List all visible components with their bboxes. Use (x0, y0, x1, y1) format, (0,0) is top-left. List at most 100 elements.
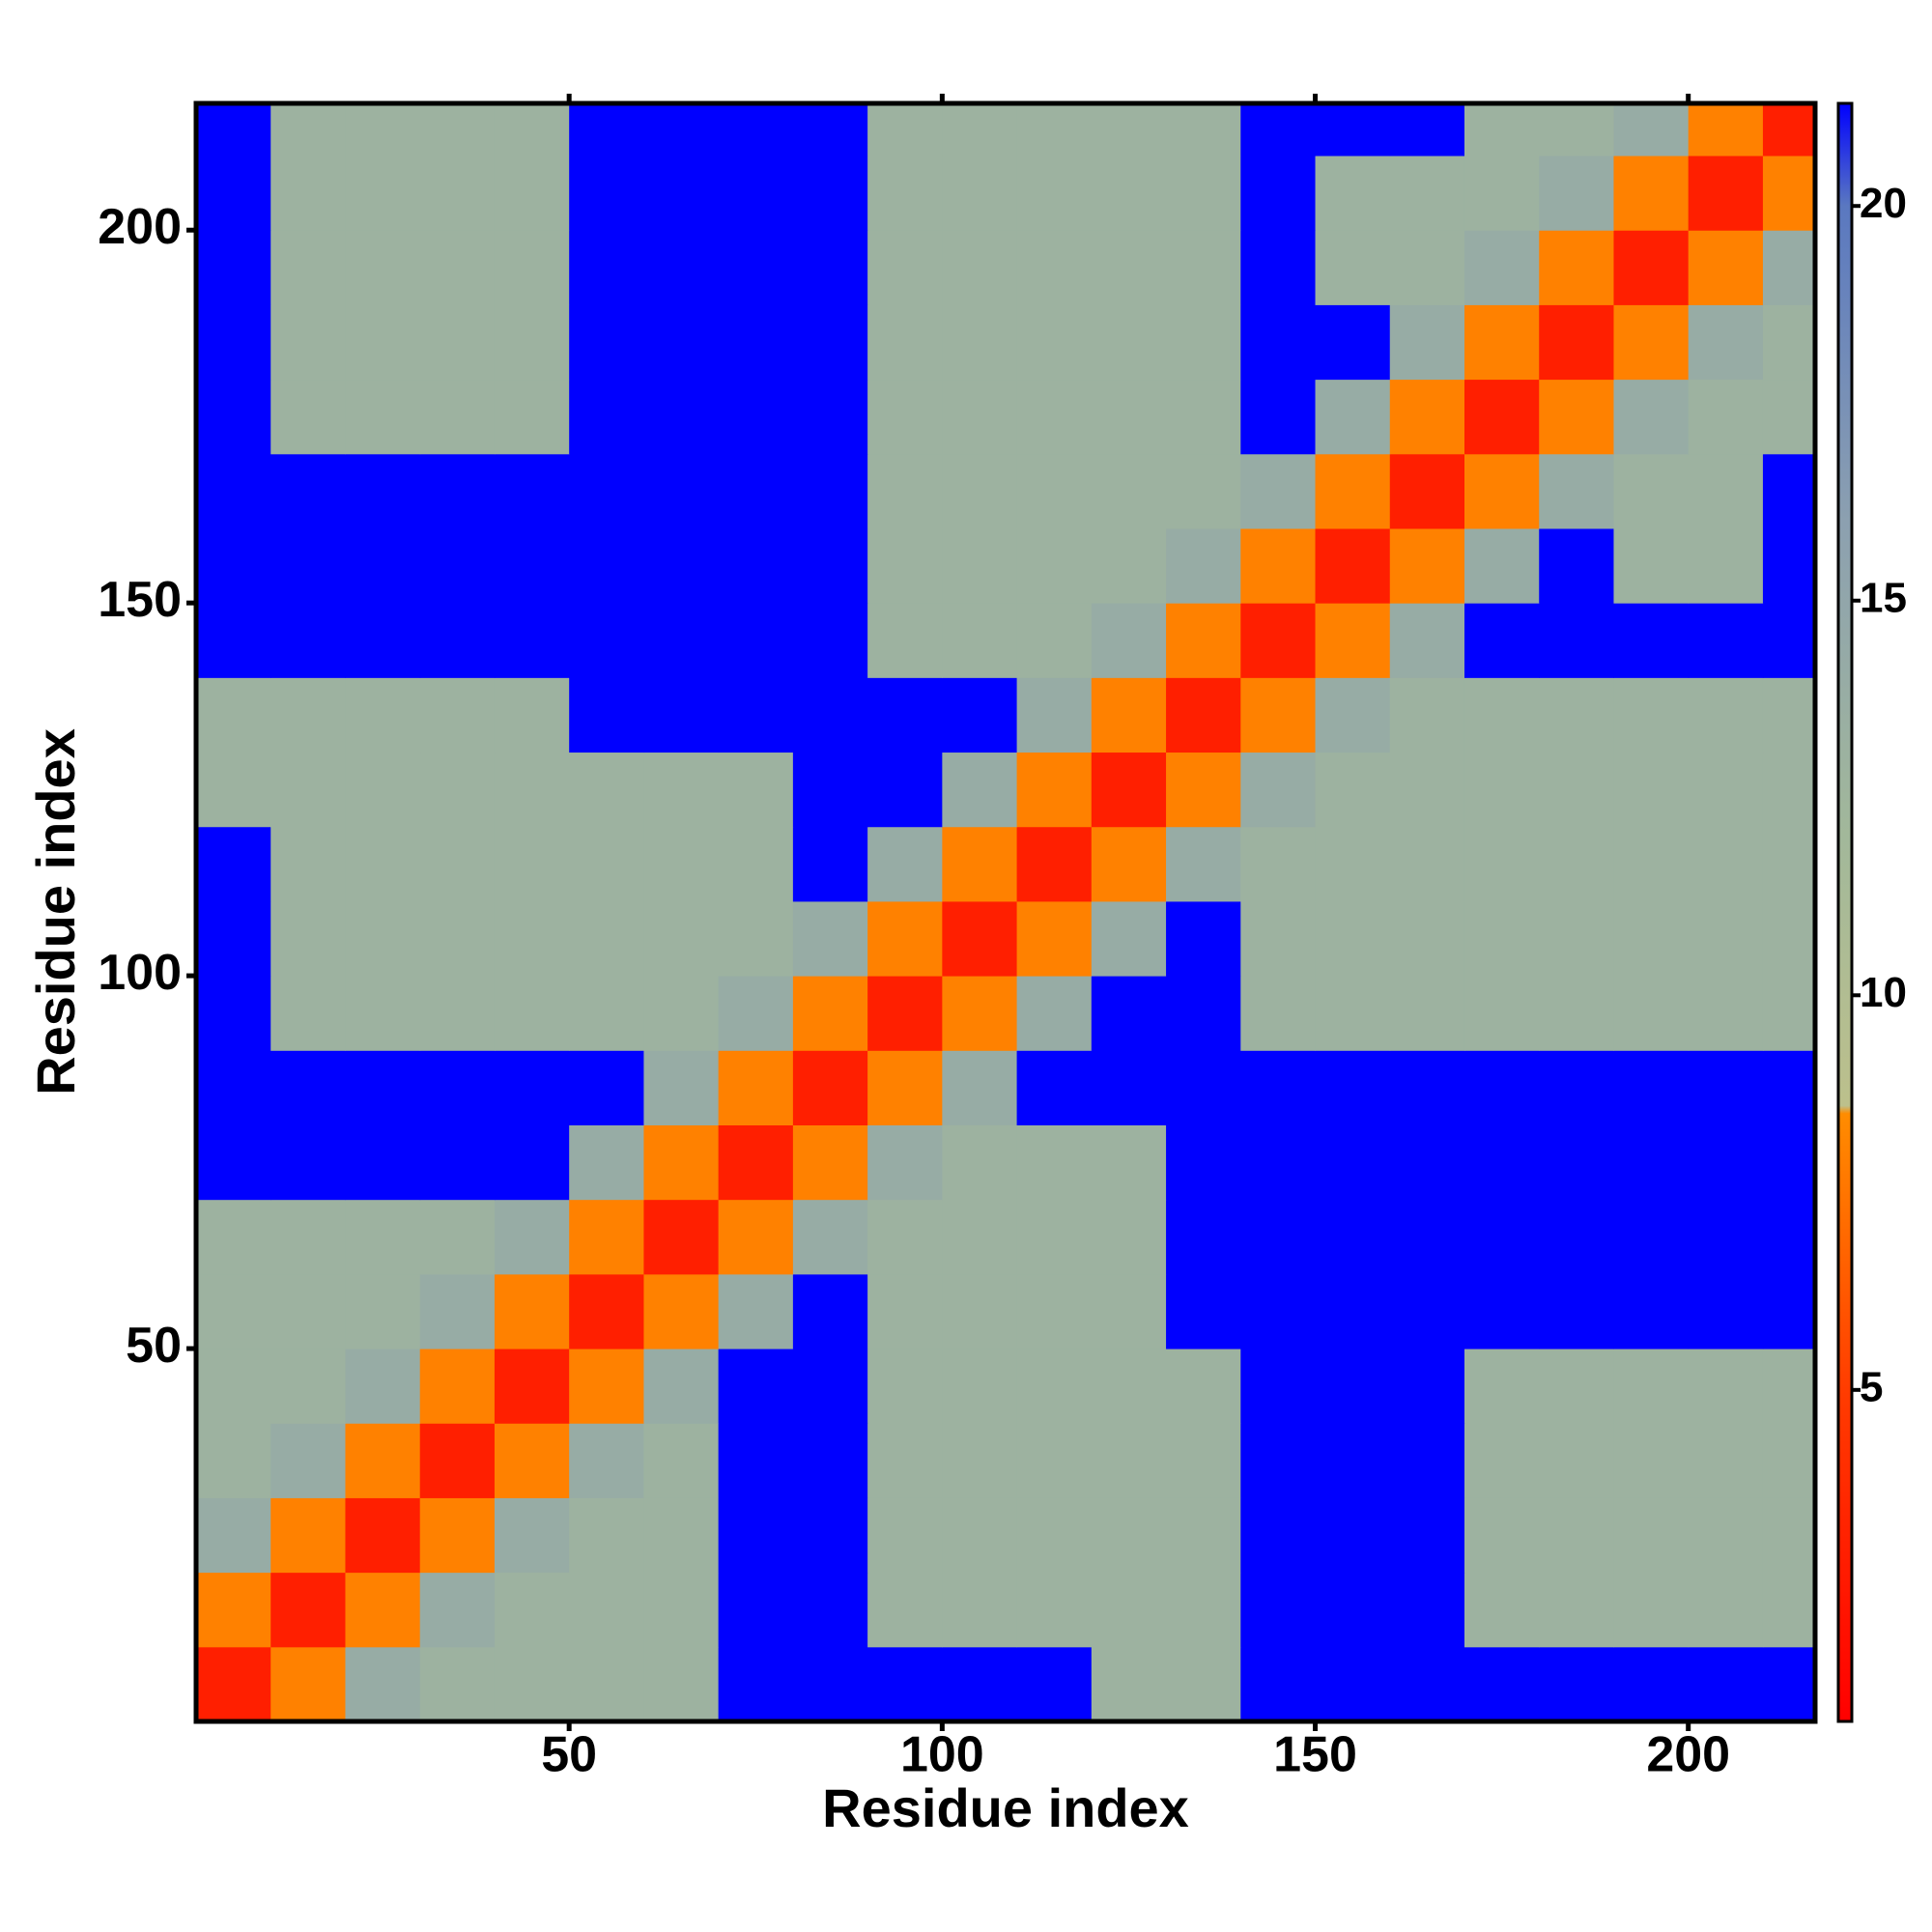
heatmap-cell (1688, 453, 1764, 529)
heatmap-cell (196, 103, 271, 156)
heatmap-cell (270, 156, 346, 231)
heatmap-cell (1240, 1349, 1317, 1424)
heatmap-cell (867, 1497, 943, 1574)
heatmap-cell (1166, 1199, 1241, 1275)
heatmap-cell (1762, 826, 1815, 902)
heatmap-cell (1166, 900, 1241, 977)
heatmap-cell (1389, 156, 1465, 231)
heatmap-cell (494, 603, 570, 678)
heatmap-cell (1016, 826, 1093, 902)
heatmap-cell (1688, 1423, 1764, 1498)
heatmap-cell (345, 1497, 421, 1574)
heatmap-cell (1613, 752, 1690, 828)
heatmap-cell (419, 379, 496, 455)
heatmap-cell (345, 1423, 421, 1498)
heatmap-cell (718, 752, 794, 828)
x-tick-label: 200 (1646, 1727, 1730, 1783)
heatmap-cell (345, 1273, 421, 1350)
heatmap-cell (1613, 1572, 1690, 1648)
heatmap-cell (196, 156, 271, 231)
heatmap-cell (1240, 1199, 1317, 1275)
heatmap-cell (1389, 304, 1465, 381)
heatmap-cell (1762, 230, 1815, 305)
heatmap-cell (792, 1199, 868, 1275)
heatmap-cell (1688, 103, 1764, 156)
heatmap-cell (345, 1572, 421, 1648)
heatmap-cell (942, 1572, 1018, 1648)
heatmap-cell (345, 1124, 421, 1201)
heatmap-cell (1613, 1199, 1690, 1275)
heatmap-cell (643, 1646, 720, 1721)
heatmap-cell (196, 1199, 271, 1275)
heatmap-cell (345, 379, 421, 455)
heatmap-cell (1166, 1349, 1241, 1424)
heatmap-cell (942, 304, 1018, 381)
heatmap-cell (1539, 603, 1614, 678)
heatmap-cell (1688, 1572, 1764, 1648)
heatmap-cell (942, 156, 1018, 231)
heatmap-cell (419, 900, 496, 977)
heatmap-cell (1688, 1050, 1764, 1125)
heatmap-cell (1539, 1124, 1614, 1201)
heatmap-cell (494, 1349, 570, 1424)
heatmap-cell (569, 752, 644, 828)
heatmap-cell (270, 826, 346, 902)
y-tick-label: 200 (98, 199, 182, 255)
heatmap-cell (419, 1124, 496, 1201)
heatmap-cell (1091, 304, 1167, 381)
heatmap-cell (1091, 103, 1167, 156)
heatmap-cell (1016, 379, 1093, 455)
heatmap-cell (792, 103, 868, 156)
heatmap-cell (1762, 1423, 1815, 1498)
heatmap-cell (1016, 1124, 1093, 1201)
heatmap-cell (718, 1497, 794, 1574)
heatmap-cell (1762, 976, 1815, 1051)
heatmap-cell (1240, 1646, 1317, 1721)
heatmap-cell (270, 1050, 346, 1125)
heatmap-cell (1688, 752, 1764, 828)
heatmap-cell (867, 527, 943, 604)
heatmap-cell (1762, 1273, 1815, 1350)
heatmap-cell (345, 1646, 421, 1721)
heatmap-cell (867, 156, 943, 231)
heatmap-cell (1240, 527, 1317, 604)
heatmap-cell (643, 677, 720, 753)
heatmap-cell (1463, 527, 1540, 604)
heatmap-cell (643, 1050, 720, 1125)
heatmap-cell (792, 1497, 868, 1574)
heatmap-cell (196, 379, 271, 455)
heatmap-cell (792, 1050, 868, 1125)
heatmap-cell (1315, 1646, 1391, 1721)
heatmap-cell (1240, 900, 1317, 977)
heatmap-cell (1762, 1124, 1815, 1201)
heatmap-cell (494, 752, 570, 828)
heatmap-cell (196, 304, 271, 381)
heatmap-cell (569, 826, 644, 902)
heatmap-cell (1389, 1124, 1465, 1201)
heatmap-cell (1240, 1050, 1317, 1125)
heatmap-cell (718, 976, 794, 1051)
heatmap-cell (1016, 453, 1093, 529)
heatmap-cell (1091, 527, 1167, 604)
heatmap-cell (867, 1273, 943, 1350)
heatmap-cell (419, 453, 496, 529)
heatmap-cell (1166, 1050, 1241, 1125)
heatmap-cell (867, 453, 943, 529)
heatmap-cell (1315, 677, 1391, 753)
heatmap-cell (1016, 1572, 1093, 1648)
heatmap-cell (1688, 1124, 1764, 1201)
heatmap-cell (494, 230, 570, 305)
heatmap-cell (643, 156, 720, 231)
heatmap-cell (643, 603, 720, 678)
heatmap-cell (1688, 603, 1764, 678)
heatmap-cell (494, 304, 570, 381)
heatmap-cell (419, 304, 496, 381)
heatmap-cell (1016, 1349, 1093, 1424)
heatmap-cell (196, 1646, 271, 1721)
heatmap-cell (419, 1199, 496, 1275)
heatmap-cell (270, 752, 346, 828)
heatmap-cell (270, 453, 346, 529)
heatmap-cell (1091, 677, 1167, 753)
heatmap-cell (1613, 603, 1690, 678)
